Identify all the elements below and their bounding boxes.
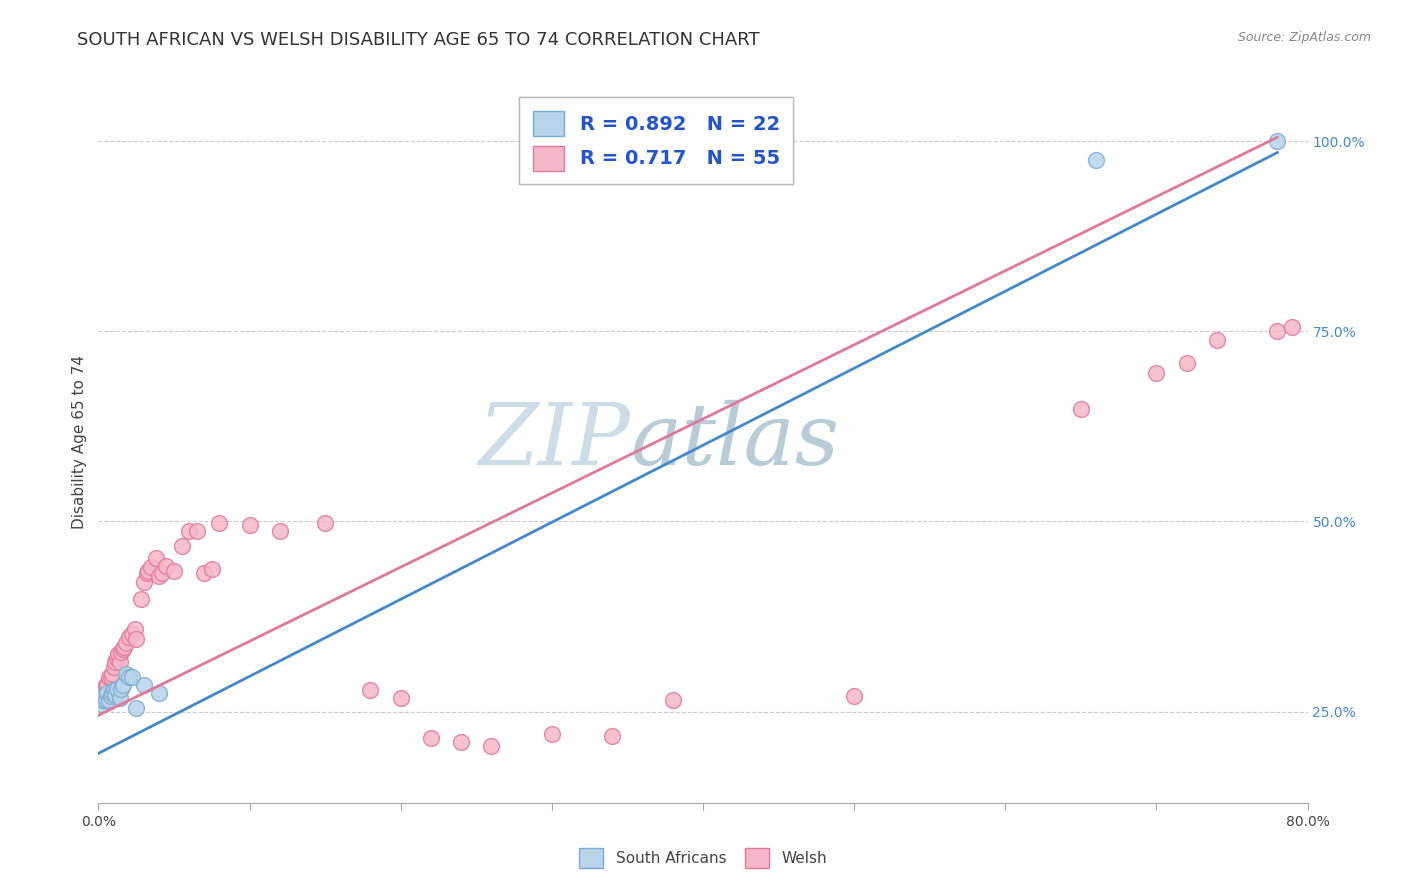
- Point: [193, 566, 215, 581]
- Point: [101, 685, 124, 699]
- Text: ZIP: ZIP: [478, 401, 630, 483]
- Point: [91, 685, 114, 699]
- Text: atlas: atlas: [630, 401, 839, 483]
- Point: [107, 648, 129, 662]
- Point: [1175, 356, 1198, 370]
- Point: [163, 564, 186, 578]
- Point: [129, 591, 152, 606]
- Point: [111, 642, 134, 657]
- Text: SOUTH AFRICAN VS WELSH DISABILITY AGE 65 TO 74 CORRELATION CHART: SOUTH AFRICAN VS WELSH DISABILITY AGE 65…: [77, 31, 761, 49]
- Point: [100, 690, 122, 704]
- Point: [360, 683, 382, 698]
- Point: [90, 697, 112, 711]
- Point: [155, 558, 177, 573]
- Point: [94, 678, 117, 692]
- Point: [118, 670, 141, 684]
- Point: [481, 739, 503, 753]
- Point: [269, 524, 291, 538]
- Point: [148, 685, 170, 699]
- Legend: South Africans, Welsh: South Africans, Welsh: [571, 840, 835, 875]
- Point: [90, 690, 112, 704]
- Point: [108, 690, 131, 705]
- Point: [314, 516, 336, 530]
- Point: [132, 575, 155, 590]
- Point: [93, 681, 115, 696]
- Text: Source: ZipAtlas.com: Source: ZipAtlas.com: [1237, 31, 1371, 45]
- Point: [150, 566, 173, 581]
- Point: [148, 569, 170, 583]
- Point: [110, 681, 132, 696]
- Point: [602, 729, 624, 743]
- Point: [121, 627, 143, 641]
- Point: [540, 727, 562, 741]
- Point: [179, 524, 201, 538]
- Point: [1267, 134, 1289, 148]
- Point: [114, 636, 136, 650]
- Point: [104, 655, 127, 669]
- Point: [103, 683, 125, 698]
- Point: [98, 670, 121, 684]
- Point: [1144, 366, 1167, 380]
- Point: [1206, 334, 1229, 348]
- Point: [91, 693, 114, 707]
- Point: [132, 678, 155, 692]
- Point: [420, 731, 443, 746]
- Point: [450, 735, 472, 749]
- Point: [111, 678, 134, 692]
- Point: [125, 700, 148, 714]
- Point: [108, 655, 131, 669]
- Point: [105, 681, 128, 696]
- Point: [145, 550, 167, 565]
- Point: [96, 678, 118, 692]
- Point: [98, 693, 121, 707]
- Point: [105, 651, 128, 665]
- Point: [170, 539, 193, 553]
- Point: [110, 645, 132, 659]
- Point: [124, 623, 146, 637]
- Point: [661, 693, 683, 707]
- Point: [94, 693, 117, 707]
- Point: [186, 524, 208, 538]
- Point: [93, 690, 115, 704]
- Point: [239, 518, 262, 533]
- Point: [100, 670, 122, 684]
- Point: [1085, 153, 1108, 168]
- Point: [389, 690, 412, 705]
- Legend: R = 0.892   N = 22, R = 0.717   N = 55: R = 0.892 N = 22, R = 0.717 N = 55: [519, 97, 793, 184]
- Point: [1267, 324, 1289, 338]
- Point: [112, 640, 135, 654]
- Point: [121, 670, 143, 684]
- Y-axis label: Disability Age 65 to 74: Disability Age 65 to 74: [72, 354, 87, 529]
- Point: [1281, 320, 1303, 334]
- Point: [135, 566, 157, 581]
- Point: [844, 690, 866, 704]
- Point: [141, 560, 163, 574]
- Point: [103, 660, 125, 674]
- Point: [201, 561, 224, 575]
- Point: [104, 688, 127, 702]
- Point: [136, 564, 159, 578]
- Point: [1070, 401, 1092, 416]
- Point: [208, 516, 231, 530]
- Point: [114, 666, 136, 681]
- Point: [96, 685, 118, 699]
- Point: [118, 630, 141, 644]
- Point: [101, 666, 124, 681]
- Point: [125, 632, 148, 647]
